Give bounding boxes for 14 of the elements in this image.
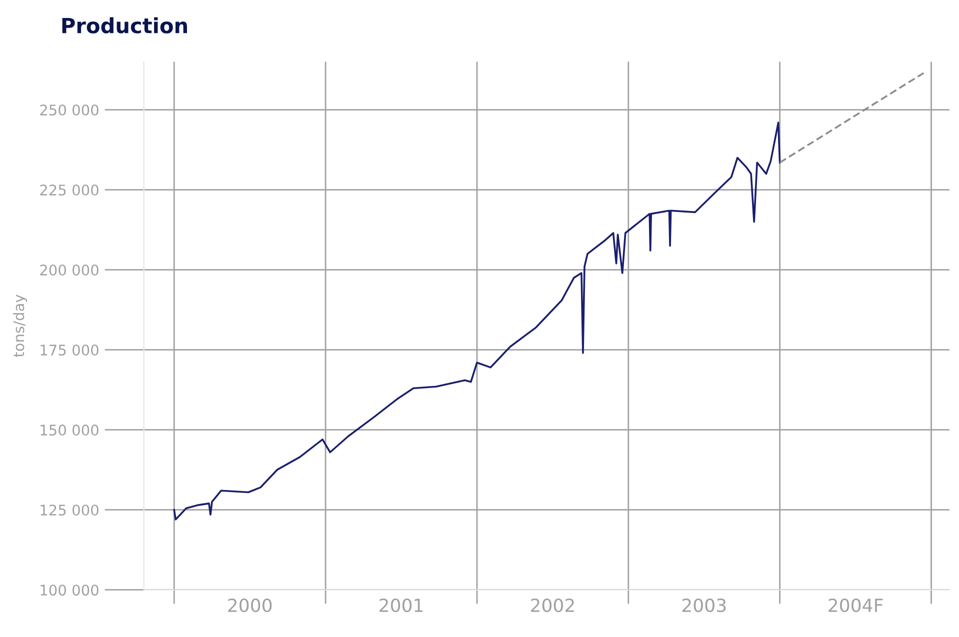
y-tick-label: 250 000 (40, 104, 98, 116)
x-tick-label: 2001 (380, 598, 423, 612)
y-tick-label: 100 000 (40, 584, 98, 596)
x-tick-label: 2003 (682, 598, 726, 612)
x-tick-label: 2002 (531, 598, 574, 612)
y-tick-label: 225 000 (40, 184, 98, 196)
y-axis-title: tons/day (12, 294, 28, 358)
y-tick-label: 150 000 (40, 424, 98, 436)
y-tick-label: 200 000 (40, 264, 98, 276)
x-tick-label: 2004F (828, 598, 883, 612)
chart-title: Production (62, 17, 187, 34)
y-tick-label: 125 000 (40, 504, 98, 516)
x-tick-label: 2000 (228, 598, 272, 612)
y-tick-label: 175 000 (40, 344, 98, 356)
